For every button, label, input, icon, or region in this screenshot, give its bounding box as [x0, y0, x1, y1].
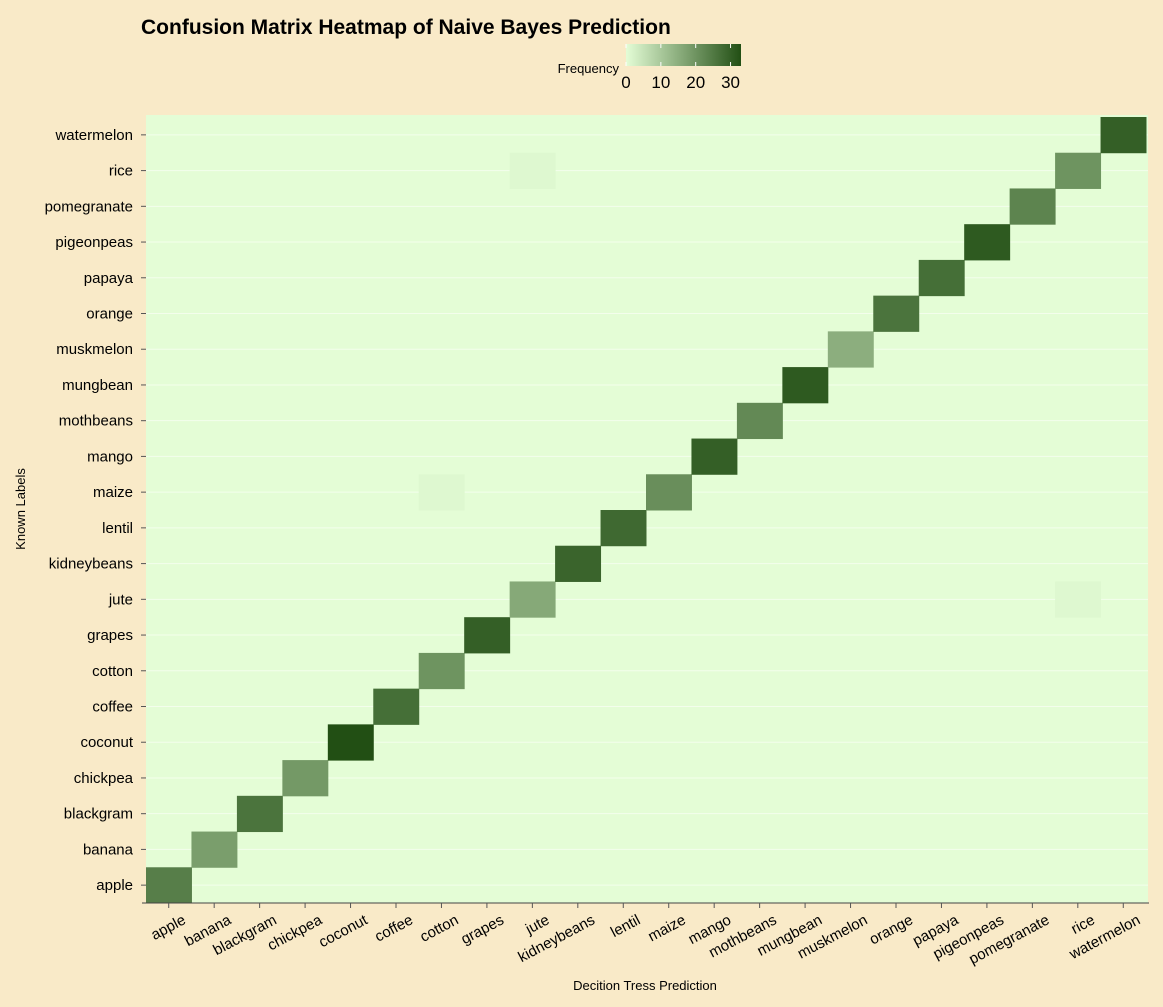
y-tick-label: maize: [93, 484, 133, 501]
y-tick-label: mango: [87, 448, 133, 465]
heatmap-cell: [691, 438, 738, 475]
heatmap-cell: [418, 652, 465, 690]
heatmap-cell: [782, 367, 829, 404]
x-axis-title: Decition Tress Prediction: [573, 978, 717, 993]
x-tick-label: grapes: [458, 912, 506, 949]
legend-title: Frequency: [558, 61, 620, 76]
heatmap-cell: [327, 724, 374, 761]
heatmap-cells: [146, 117, 1147, 904]
y-tick-label: apple: [96, 877, 133, 894]
legend-tick-label: 0: [621, 73, 630, 92]
y-tick-label: grapes: [87, 627, 133, 644]
y-tick-label: pomegranate: [45, 198, 133, 215]
heatmap-cell: [600, 510, 647, 547]
heatmap-cell: [236, 795, 283, 833]
y-tick-label: banana: [83, 841, 134, 858]
heatmap-cell: [918, 259, 965, 297]
heatmap-cell: [146, 867, 192, 904]
y-tick-label: coffee: [92, 699, 133, 716]
y-tick-label: orange: [86, 306, 133, 323]
grid-lines: [146, 134, 1148, 886]
heatmap-cell: [1055, 152, 1102, 189]
y-tick-label: jute: [108, 591, 133, 608]
heatmap-cell: [464, 617, 511, 654]
heatmap-cell: [191, 831, 238, 868]
heatmap-cell: [827, 331, 874, 368]
y-tick-label: mungbean: [62, 377, 133, 394]
heatmap-cell: [373, 688, 420, 725]
y-tick-label: chickpea: [74, 770, 134, 787]
chart-title: Confusion Matrix Heatmap of Naive Bayes …: [141, 16, 671, 39]
y-axis-ticks: apple banana blackgram chickpea coconut coffe…: [45, 127, 146, 894]
x-tick-label: maize: [645, 912, 688, 946]
heatmap-cell: [646, 474, 692, 511]
y-tick-label: mothbeans: [59, 413, 133, 430]
x-tick-label: apple: [148, 912, 188, 944]
legend-colorbar: [626, 44, 741, 66]
x-tick-label: orange: [867, 912, 916, 949]
y-tick-label: pigeonpeas: [55, 234, 133, 251]
heatmap-cell: [509, 581, 556, 618]
y-tick-label: kidneybeans: [49, 556, 133, 573]
x-tick-label: cotton: [417, 912, 461, 946]
x-tick-label: lentil: [608, 912, 643, 941]
y-tick-label: watermelon: [54, 127, 133, 144]
y-tick-label: lentil: [102, 520, 133, 537]
heatmap-cell: [1100, 117, 1147, 154]
y-tick-label: muskmelon: [56, 341, 133, 358]
y-tick-label: rice: [109, 163, 133, 180]
y-tick-label: cotton: [92, 663, 133, 680]
x-tick-label: coffee: [372, 912, 416, 946]
y-tick-label: coconut: [80, 734, 133, 751]
legend: Frequency 0 10 20 30: [558, 44, 741, 92]
heatmap-cell: [555, 545, 602, 582]
legend-tick-label: 30: [721, 73, 740, 92]
y-tick-label: blackgram: [64, 806, 133, 823]
legend-tick-label: 10: [651, 73, 670, 92]
y-tick-label: papaya: [84, 270, 134, 287]
heatmap-cell: [873, 295, 920, 332]
heatmap-cell: [509, 152, 556, 189]
x-tick-label: coconut: [316, 911, 371, 951]
heatmap-cell: [1009, 188, 1056, 225]
heatmap-cell: [282, 760, 329, 797]
legend-tick-label: 20: [686, 73, 705, 92]
heatmap-cell: [964, 224, 1011, 261]
heatmap-cell: [1055, 581, 1102, 618]
y-axis-title: Known Labels: [13, 468, 28, 550]
legend-ticks: 0 10 20 30: [621, 44, 740, 92]
heatmap-cell: [736, 402, 783, 440]
heatmap-cell: [418, 474, 465, 511]
